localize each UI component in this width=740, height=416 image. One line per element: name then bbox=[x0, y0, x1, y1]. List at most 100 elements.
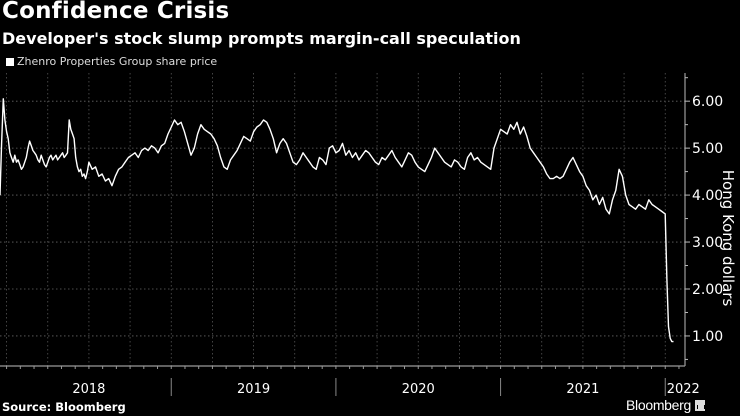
data-point bbox=[437, 152, 438, 153]
y-tick-label: 1.00 bbox=[692, 329, 723, 345]
chart-subtitle: Developer's stock slump prompts margin-c… bbox=[2, 29, 521, 48]
data-point bbox=[673, 341, 674, 342]
data-point bbox=[184, 131, 185, 132]
bloomberg-terminal-icon bbox=[695, 399, 706, 411]
x-tick-label: 2019 bbox=[237, 382, 270, 397]
data-point bbox=[670, 338, 671, 339]
data-point bbox=[101, 173, 102, 174]
data-point bbox=[19, 164, 20, 165]
data-point bbox=[37, 159, 38, 160]
data-point bbox=[233, 155, 234, 156]
data-point bbox=[490, 169, 491, 170]
data-point bbox=[237, 150, 238, 151]
data-point bbox=[431, 157, 432, 158]
data-point bbox=[87, 171, 88, 172]
axes: 1.00 2.00 3.00 4.00 5.00 6.00 2018 2019 2020 2021… bbox=[0, 73, 723, 397]
data-point bbox=[543, 166, 544, 167]
data-point bbox=[523, 126, 524, 127]
data-point bbox=[4, 119, 5, 120]
data-point bbox=[651, 204, 652, 205]
data-point bbox=[569, 162, 570, 163]
data-point bbox=[635, 209, 636, 210]
data-point bbox=[85, 178, 86, 179]
data-point bbox=[210, 133, 211, 134]
data-point bbox=[586, 185, 587, 186]
data-point bbox=[632, 206, 633, 207]
data-point bbox=[566, 169, 567, 170]
data-point bbox=[345, 155, 346, 156]
data-point bbox=[414, 162, 415, 163]
data-point bbox=[388, 155, 389, 156]
data-point bbox=[118, 169, 119, 170]
data-point bbox=[131, 155, 132, 156]
data-point bbox=[190, 155, 191, 156]
data-point bbox=[92, 169, 93, 170]
data-point bbox=[47, 162, 48, 163]
data-point bbox=[167, 133, 168, 134]
data-point bbox=[144, 148, 145, 149]
data-point bbox=[26, 157, 27, 158]
data-point bbox=[207, 131, 208, 132]
data-point bbox=[197, 133, 198, 134]
data-point bbox=[556, 176, 557, 177]
data-point bbox=[121, 166, 122, 167]
data-point bbox=[316, 169, 317, 170]
data-point bbox=[50, 155, 51, 156]
data-point bbox=[14, 155, 15, 156]
data-point bbox=[1, 143, 2, 144]
data-point bbox=[128, 157, 129, 158]
data-point bbox=[372, 157, 373, 158]
data-point bbox=[59, 157, 60, 158]
data-point bbox=[497, 138, 498, 139]
data-point bbox=[671, 341, 672, 342]
data-point bbox=[579, 171, 580, 172]
data-point bbox=[661, 211, 662, 212]
data-point bbox=[375, 162, 376, 163]
x-tick-label: 2018 bbox=[72, 382, 105, 397]
data-point bbox=[329, 148, 330, 149]
data-point bbox=[408, 152, 409, 153]
data-point bbox=[391, 150, 392, 151]
data-point bbox=[513, 129, 514, 130]
data-point bbox=[365, 150, 366, 151]
data-point bbox=[88, 162, 89, 163]
y-tick-label: 3.00 bbox=[692, 235, 723, 251]
data-point bbox=[46, 166, 47, 167]
data-point bbox=[73, 138, 74, 139]
data-point bbox=[451, 166, 452, 167]
data-point bbox=[289, 152, 290, 153]
data-point bbox=[134, 152, 135, 153]
data-point bbox=[187, 143, 188, 144]
data-point bbox=[296, 164, 297, 165]
data-point bbox=[115, 176, 116, 177]
data-point bbox=[105, 180, 106, 181]
data-point bbox=[628, 204, 629, 205]
data-point bbox=[520, 133, 521, 134]
data-point bbox=[589, 190, 590, 191]
x-tick-label: 2020 bbox=[402, 382, 435, 397]
data-point bbox=[213, 138, 214, 139]
data-point bbox=[32, 150, 33, 151]
y-tick-label: 4.00 bbox=[692, 188, 723, 204]
data-point bbox=[563, 176, 564, 177]
data-point bbox=[283, 138, 284, 139]
data-point bbox=[65, 155, 66, 156]
data-point bbox=[286, 143, 287, 144]
data-point bbox=[263, 119, 264, 120]
data-point bbox=[27, 148, 28, 149]
data-point bbox=[125, 162, 126, 163]
data-point bbox=[299, 159, 300, 160]
data-point bbox=[666, 279, 667, 280]
data-point bbox=[157, 152, 158, 153]
data-point bbox=[6, 131, 7, 132]
data-point bbox=[217, 145, 218, 146]
x-tick-label: 2021 bbox=[566, 382, 599, 397]
data-point bbox=[269, 129, 270, 130]
data-point bbox=[595, 194, 596, 195]
data-point bbox=[510, 124, 511, 125]
data-point bbox=[418, 166, 419, 167]
y-tick-label: 2.00 bbox=[692, 282, 723, 298]
data-point bbox=[352, 157, 353, 158]
data-point bbox=[82, 176, 83, 177]
data-point bbox=[36, 155, 37, 156]
